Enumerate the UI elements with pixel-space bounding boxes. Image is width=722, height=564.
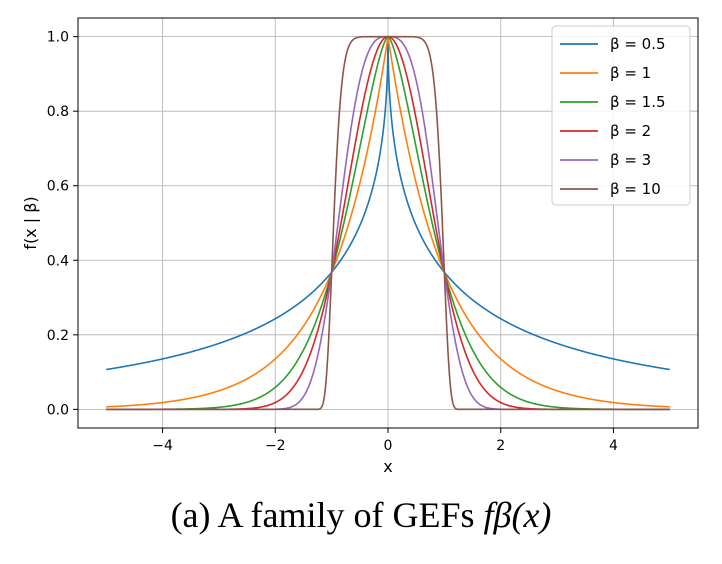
series-line [106, 35, 670, 411]
x-tick-label: 4 [609, 438, 618, 454]
legend-label: β = 0.5 [610, 35, 666, 53]
x-tick-label: 0 [384, 438, 393, 454]
caption-math: fβ(x) [483, 495, 552, 535]
legend-label: β = 1.5 [610, 93, 666, 111]
y-tick-label: 0.2 [47, 328, 69, 344]
y-axis-label: f(x | β) [21, 196, 40, 249]
legend: β = 0.5 β = 1 β = 1.5 β = 2 β = 3 β = 10 [551, 25, 691, 206]
legend-label: β = 3 [610, 151, 651, 169]
caption-text: (a) A family of GEFs [170, 495, 484, 535]
chart: −4 −2 0 2 4 0.0 0.2 0.4 0.6 0.8 1.0 x f(x | β) β =… [21, 17, 699, 476]
axis-ticks: −4 −2 0 2 4 0.0 0.2 0.4 0.6 0.8 1.0 [47, 30, 618, 454]
x-tick-label: −4 [152, 438, 173, 454]
x-tick-label: 2 [496, 438, 505, 454]
y-tick-label: 1.0 [47, 30, 69, 46]
y-tick-label: 0.0 [47, 402, 69, 418]
y-tick-label: 0.8 [47, 104, 69, 120]
legend-label: β = 10 [610, 180, 661, 198]
legend-label: β = 1 [610, 64, 651, 82]
x-axis-label: x [383, 457, 392, 476]
y-tick-label: 0.6 [47, 179, 69, 195]
legend-label: β = 2 [610, 122, 651, 140]
x-tick-label: −2 [265, 438, 286, 454]
figure-caption: (a) A family of GEFs fβ(x) [0, 494, 722, 536]
y-tick-label: 0.4 [47, 253, 69, 269]
series-lines [106, 35, 670, 411]
